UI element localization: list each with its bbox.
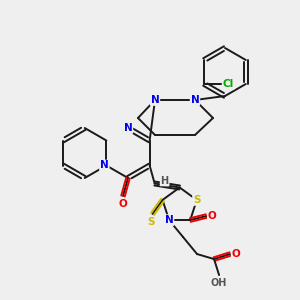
- Text: O: O: [118, 199, 127, 209]
- Text: OH: OH: [211, 278, 227, 288]
- Text: S: S: [147, 217, 154, 227]
- Text: N: N: [151, 95, 159, 105]
- Text: O: O: [208, 211, 217, 221]
- Text: N: N: [100, 160, 109, 170]
- Text: N: N: [190, 95, 200, 105]
- Text: N: N: [124, 123, 132, 133]
- Text: S: S: [193, 195, 200, 205]
- Text: Cl: Cl: [223, 79, 234, 89]
- Text: O: O: [232, 249, 240, 259]
- Text: N: N: [165, 215, 173, 225]
- Text: H: H: [160, 176, 169, 185]
